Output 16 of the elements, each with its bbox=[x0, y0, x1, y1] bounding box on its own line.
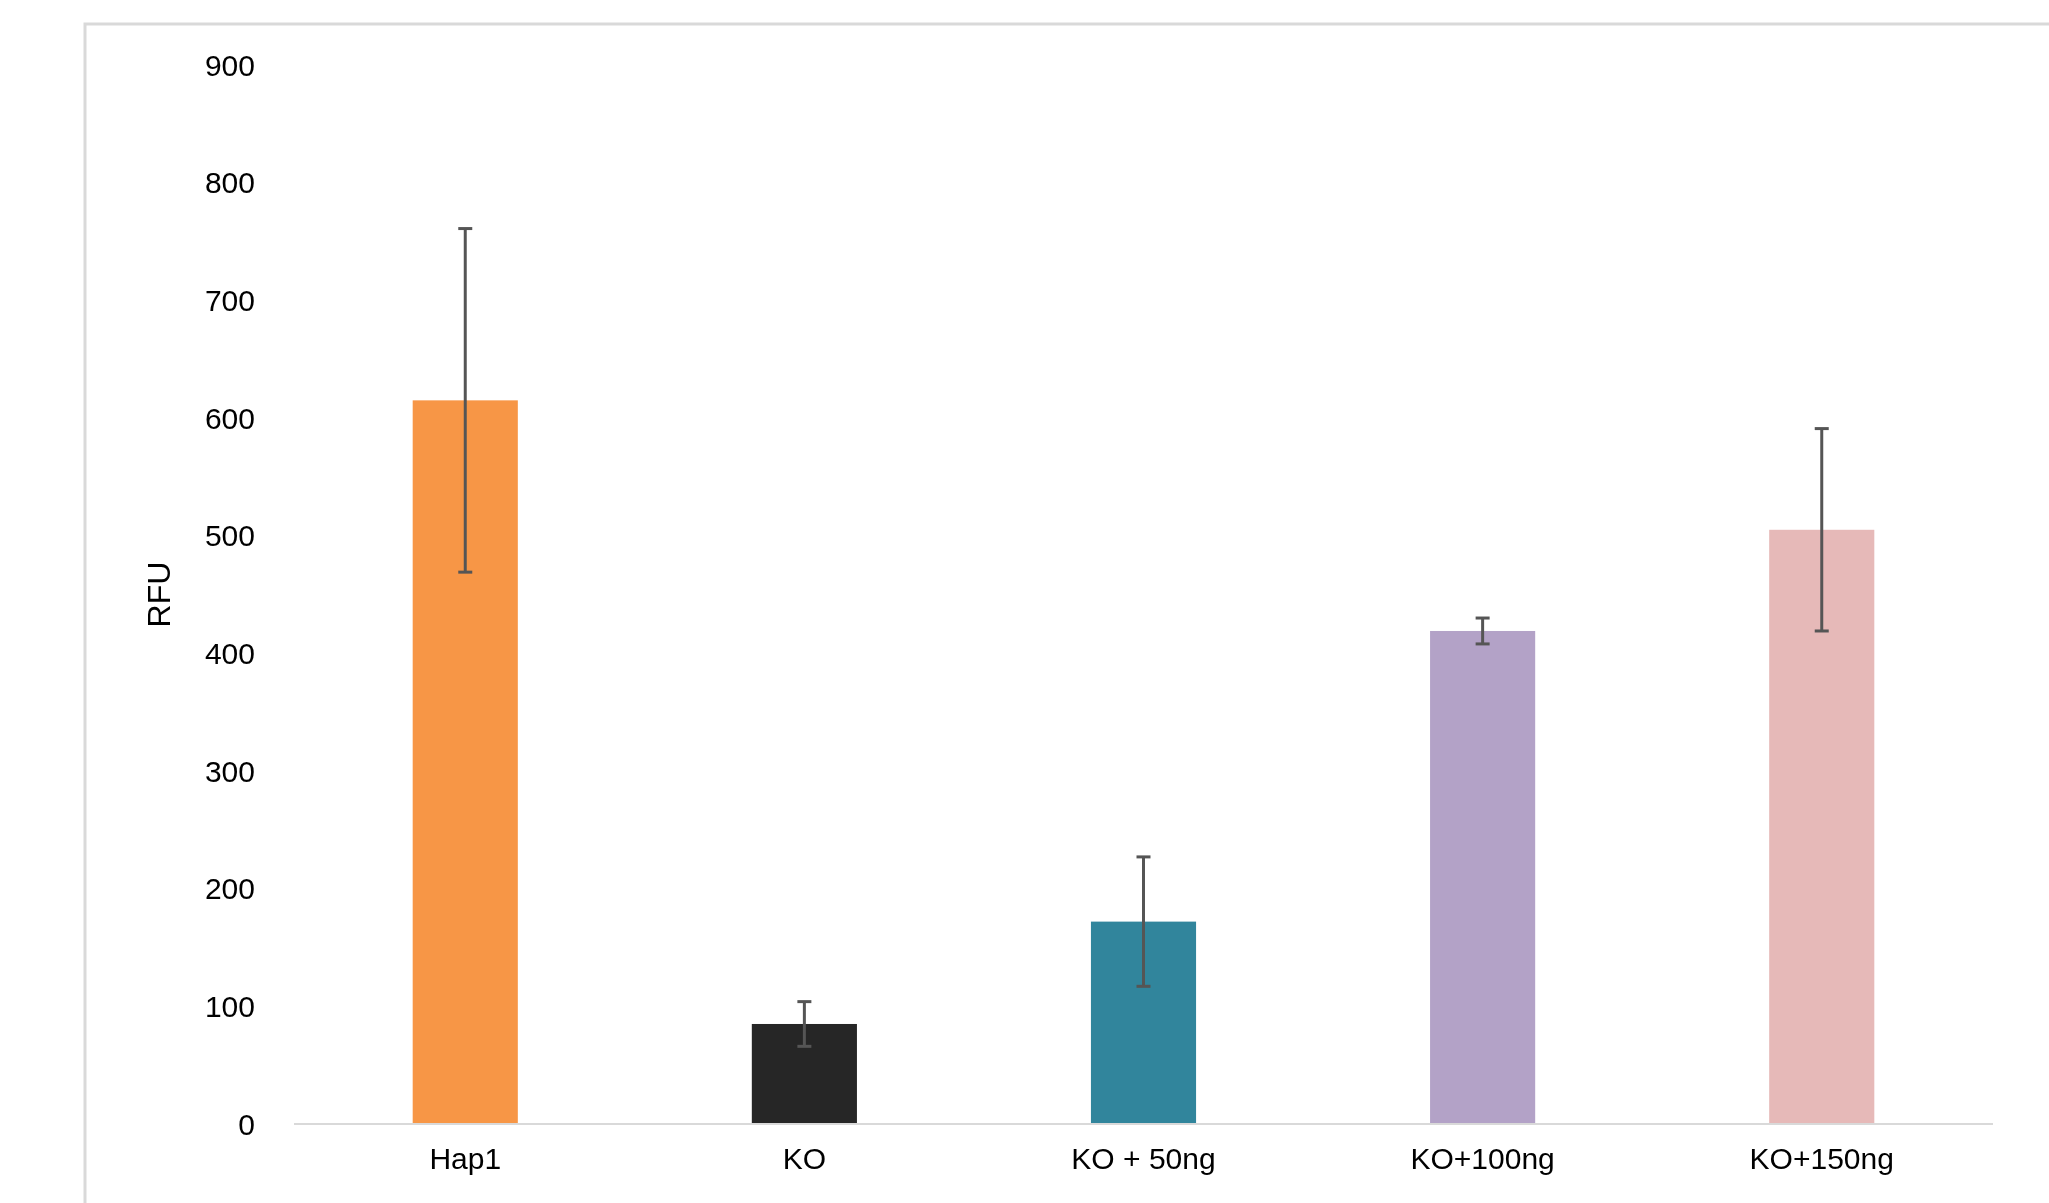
x-tick-label: KO bbox=[782, 1142, 827, 1175]
y-tick-label: 800 bbox=[204, 166, 255, 200]
y-tick-label: 200 bbox=[204, 872, 255, 906]
y-tick-label: 100 bbox=[204, 989, 255, 1023]
y-tick-label: 0 bbox=[238, 1107, 255, 1141]
x-tick-label: Hap1 bbox=[429, 1142, 502, 1175]
y-tick-label: 300 bbox=[204, 754, 255, 788]
y-tick-label: 700 bbox=[204, 283, 255, 317]
y-tick-label: 400 bbox=[204, 636, 255, 670]
y-tick-label: 900 bbox=[204, 48, 255, 82]
y-tick-label: 500 bbox=[204, 519, 255, 553]
x-tick-label: KO+100ng bbox=[1410, 1142, 1555, 1175]
x-tick-label: KO+150ng bbox=[1749, 1142, 1894, 1175]
y-tick-label: 600 bbox=[204, 401, 255, 435]
y-axis-title: RFU bbox=[141, 561, 177, 628]
x-tick-label: KO + 50ng bbox=[1071, 1142, 1216, 1175]
